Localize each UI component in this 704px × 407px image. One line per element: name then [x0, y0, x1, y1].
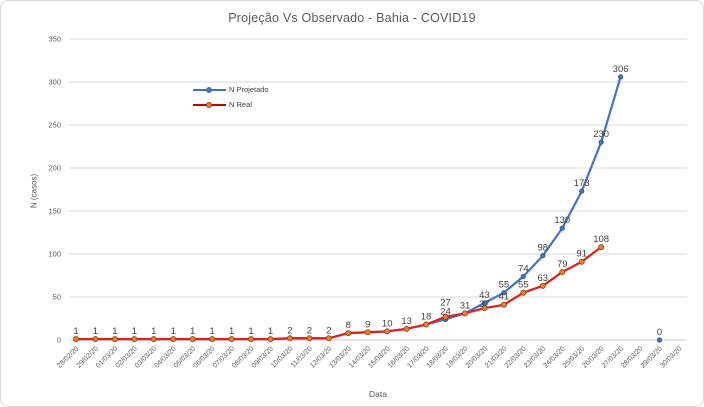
- data-label: 1: [190, 326, 195, 337]
- data-label: 1: [112, 326, 117, 337]
- data-label: 1: [93, 326, 98, 337]
- legend-label-projetado: N Projetado: [229, 85, 269, 94]
- y-tick-label: 350: [48, 35, 61, 44]
- real-marker: [131, 336, 138, 343]
- data-label: 2: [287, 325, 292, 336]
- data-label: 91: [576, 249, 587, 260]
- data-label: 18: [421, 312, 432, 323]
- data-label: 24: [440, 306, 451, 317]
- y-tick-label: 0: [57, 336, 61, 345]
- projetado-marker: [617, 74, 624, 80]
- data-label: 306: [613, 64, 629, 75]
- real-marker: [170, 336, 177, 343]
- y-tick-label: 50: [53, 293, 61, 302]
- real-marker: [150, 336, 157, 343]
- projetado-line: [76, 76, 622, 341]
- real-marker: [209, 336, 216, 343]
- data-label: 0: [657, 327, 662, 338]
- data-label: 1: [210, 326, 215, 337]
- y-tick-label: 300: [48, 78, 61, 87]
- legend-label-real: N Real: [229, 100, 252, 109]
- data-label: 27: [440, 297, 451, 308]
- y-tick-label: 250: [48, 121, 61, 130]
- real-marker: [73, 336, 80, 343]
- data-label: 13: [401, 316, 412, 327]
- data-label: 1: [229, 326, 234, 337]
- legend: N Projetado N Real: [193, 82, 269, 112]
- y-tick-label: 200: [48, 164, 61, 173]
- real-marker: [500, 301, 507, 308]
- data-label: 9: [365, 319, 370, 330]
- real-line: [76, 246, 602, 341]
- data-label: 55: [518, 280, 529, 291]
- real-marker: [539, 282, 546, 289]
- data-label: 74: [518, 263, 529, 274]
- real-marker: [520, 289, 527, 296]
- data-label: 230: [593, 129, 609, 140]
- real-marker: [92, 336, 99, 343]
- data-label: 8: [346, 320, 351, 331]
- real-marker: [111, 336, 118, 343]
- projetado-marker: [520, 273, 526, 279]
- real-marker: [189, 336, 196, 343]
- real-marker: [598, 244, 605, 251]
- data-label: 37: [479, 299, 490, 310]
- real-marker: [248, 336, 255, 343]
- data-label: 130: [554, 215, 570, 226]
- real-marker-icon: [206, 101, 212, 108]
- projetado-line-swatch-icon: [193, 86, 226, 93]
- projetado-marker: [656, 337, 663, 343]
- y-tick-label: 100: [48, 250, 61, 259]
- real-marker: [481, 305, 488, 312]
- data-label: 1: [132, 326, 137, 337]
- y-tick-label: 150: [48, 207, 61, 216]
- data-label: 63: [538, 273, 549, 284]
- data-label: 79: [557, 259, 568, 270]
- data-label: 1: [248, 326, 253, 337]
- data-label: 1: [73, 326, 78, 337]
- chart-title: Projeção Vs Observado - Bahia - COVID19: [228, 11, 476, 25]
- data-label: 1: [151, 326, 156, 337]
- projetado-marker: [540, 253, 546, 259]
- legend-item-projetado: N Projetado: [193, 82, 269, 97]
- data-label: 41: [499, 292, 510, 303]
- real-marker: [364, 329, 371, 336]
- data-label: 10: [382, 318, 393, 329]
- projetado-marker: [579, 188, 585, 194]
- projetado-marker: [559, 225, 565, 231]
- real-marker: [228, 336, 235, 343]
- real-marker: [403, 325, 410, 332]
- data-label: 31: [460, 300, 471, 311]
- data-label: 1: [171, 326, 176, 337]
- data-label: 98: [538, 243, 549, 254]
- x-axis-title: Data: [369, 389, 387, 399]
- data-label: 2: [326, 325, 331, 336]
- real-marker: [461, 310, 468, 317]
- projetado-marker: [501, 290, 507, 296]
- real-marker: [267, 336, 274, 343]
- data-label: 1: [268, 326, 273, 337]
- real-marker: [345, 330, 352, 337]
- real-marker: [384, 328, 391, 335]
- real-marker: [578, 258, 585, 265]
- real-marker: [306, 335, 313, 342]
- data-label: 43: [479, 290, 490, 301]
- real-marker: [423, 321, 430, 328]
- real-line-swatch-icon: [193, 101, 226, 108]
- y-axis-title: N (casos): [29, 173, 39, 209]
- data-label: 173: [574, 178, 590, 189]
- legend-item-real: N Real: [193, 97, 269, 112]
- real-marker: [559, 269, 566, 276]
- projetado-marker-icon: [206, 86, 212, 93]
- real-marker: [442, 313, 449, 320]
- real-marker: [286, 335, 293, 342]
- data-label: 55: [499, 280, 510, 291]
- real-marker: [325, 335, 332, 342]
- x-tick-label: 30/03/20: [659, 345, 683, 369]
- data-label: 2: [307, 325, 312, 336]
- projetado-marker: [598, 139, 604, 145]
- data-label: 108: [593, 234, 609, 245]
